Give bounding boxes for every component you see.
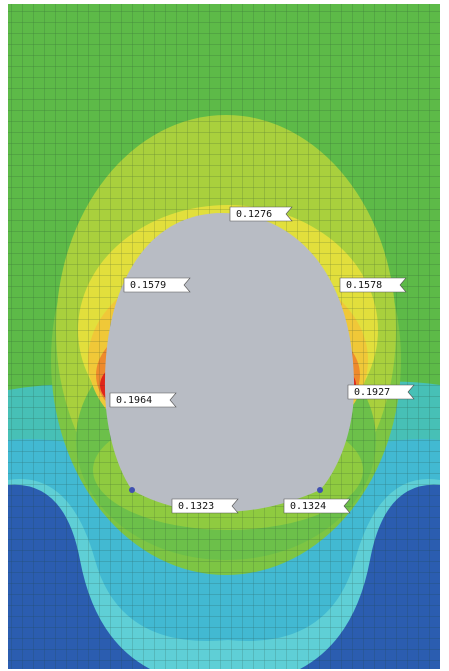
probe-label: 0.1964 xyxy=(110,393,176,407)
probe-value: 0.1579 xyxy=(130,280,166,291)
contour-field xyxy=(8,4,440,669)
probe-label: 0.1323 xyxy=(172,499,238,513)
probe-value: 0.1964 xyxy=(116,395,152,406)
probe-label: 0.1579 xyxy=(124,278,190,292)
probe-label: 0.1324 xyxy=(284,499,350,513)
contour-plot: 0.1276 0.1579 0.1578 0.1964 0.1927 0.132… xyxy=(0,0,449,671)
page: 0.1276 0.1579 0.1578 0.1964 0.1927 0.132… xyxy=(0,0,449,671)
probe-label: 0.1578 xyxy=(340,278,406,292)
probe-value: 0.1276 xyxy=(236,209,272,220)
probe-value: 0.1323 xyxy=(178,501,214,512)
probe-value: 0.1324 xyxy=(290,501,326,512)
probe-value: 0.1578 xyxy=(346,280,382,291)
probe-label: 0.1927 xyxy=(348,385,414,399)
probe-value: 0.1927 xyxy=(354,387,390,398)
probe-label: 0.1276 xyxy=(230,207,292,221)
